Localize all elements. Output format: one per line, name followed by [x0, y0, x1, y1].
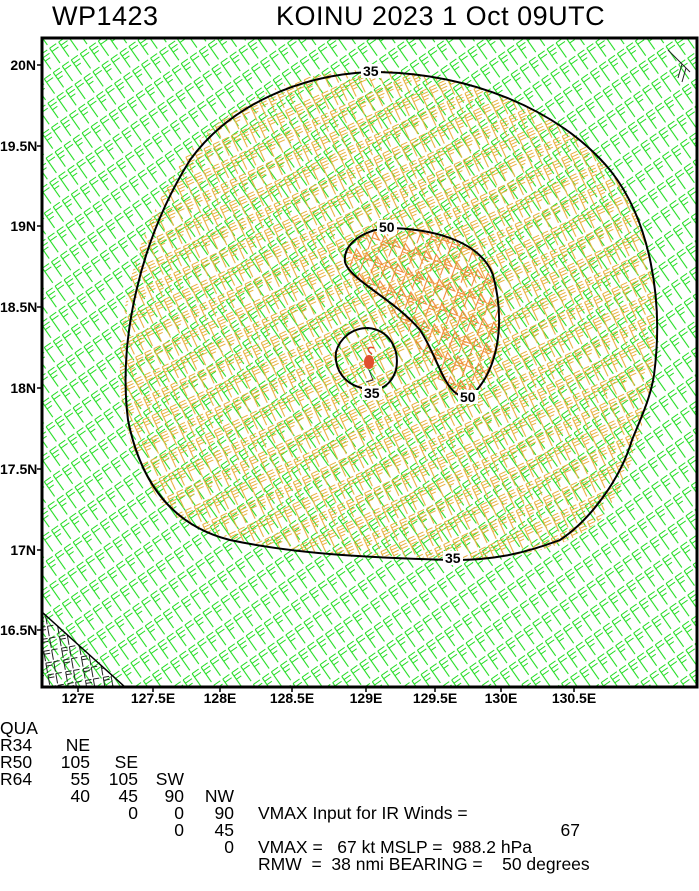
lon-label: 127E — [61, 690, 95, 706]
lon-label: 127.5E — [130, 690, 176, 706]
row-label: R34 — [0, 735, 33, 755]
rmw-bearing-line: RMW = 38 nmi BEARING = 50 degrees — [258, 854, 590, 874]
se-header: SE — [114, 752, 138, 772]
row-label: R64 — [0, 769, 33, 789]
r50-wind-barbs — [344, 229, 500, 399]
row-label: R50 — [0, 752, 33, 772]
axis-ticks — [37, 64, 575, 692]
table-row-r64: R64 40 0 0 0 RMW = 38 nmi BEARING = 50 d… — [0, 754, 699, 873]
r34-se: 105 — [108, 769, 138, 789]
storm-name-date-title: KOINU 2023 1 Oct 09UTC — [276, 1, 606, 31]
r34-ne: 105 — [60, 752, 90, 772]
r34-sw: 90 — [164, 786, 184, 806]
contour-35kt — [124, 70, 659, 562]
contour-label: 35 — [364, 385, 380, 401]
storm-center-icon — [364, 346, 375, 383]
ne-header: NE — [65, 735, 90, 755]
vmax-input-value: 67 — [560, 820, 580, 840]
r34-nw: 90 — [214, 803, 234, 823]
lon-label: 130E — [484, 690, 518, 706]
lat-label: 17.5N — [0, 461, 38, 477]
r50-se: 45 — [118, 786, 138, 806]
sw-header: SW — [155, 769, 184, 789]
table-header-row: QUA NE SE SW NW VMAX Input for IR Winds … — [0, 703, 699, 839]
lat-label: 18.5N — [0, 299, 38, 315]
plot-frame — [40, 36, 699, 689]
wind-barb-map: 35 50 50 35 35 — [37, 36, 699, 692]
r50-nw: 45 — [214, 820, 234, 840]
nw-header: NW — [204, 786, 234, 806]
r64-ne: 40 — [70, 786, 90, 806]
storm-id-title: WP1423 — [52, 1, 159, 31]
lon-label: 128.5E — [269, 690, 315, 706]
table-row-r34: R34 105 105 90 90 — [0, 720, 699, 822]
lat-label: 17N — [10, 542, 36, 558]
wind-radii-table: QUA NE SE SW NW VMAX Input for IR Winds … — [0, 703, 699, 873]
lon-label: 129E — [349, 690, 383, 706]
lat-label: 20N — [10, 57, 36, 73]
r34-wind-barbs — [119, 70, 657, 559]
r64-se: 0 — [128, 803, 138, 823]
contour-label: 35 — [363, 63, 379, 79]
lat-label: 16.5N — [0, 622, 38, 638]
r64-nw: 0 — [224, 837, 234, 857]
vmax-mslp-line: VMAX = 67 kt MSLP = 988.2 hPa — [258, 837, 533, 857]
contour-label: 50 — [460, 389, 476, 405]
lat-label: 19.5N — [0, 138, 38, 154]
lon-label: 129.5E — [412, 690, 458, 706]
r50-sw: 0 — [174, 803, 184, 823]
r64-sw: 0 — [174, 820, 184, 840]
lon-label: 130.5E — [551, 690, 597, 706]
r50-ne: 55 — [70, 769, 90, 789]
lat-label: 19N — [10, 218, 36, 234]
contour-label: 35 — [445, 550, 461, 566]
wind-field: 35 50 50 35 35 — [42, 38, 697, 687]
contour-50kt — [343, 226, 501, 399]
quadrant-header: QUA — [0, 718, 38, 738]
contour-label: 50 — [379, 219, 395, 235]
vmax-input-label: VMAX Input for IR Winds = — [258, 803, 468, 823]
lat-label: 18N — [10, 380, 36, 396]
table-row-r50: R50 55 45 0 45 VMAX = 67 kt MSLP = 988.2… — [0, 737, 699, 856]
lon-label: 128E — [203, 690, 237, 706]
